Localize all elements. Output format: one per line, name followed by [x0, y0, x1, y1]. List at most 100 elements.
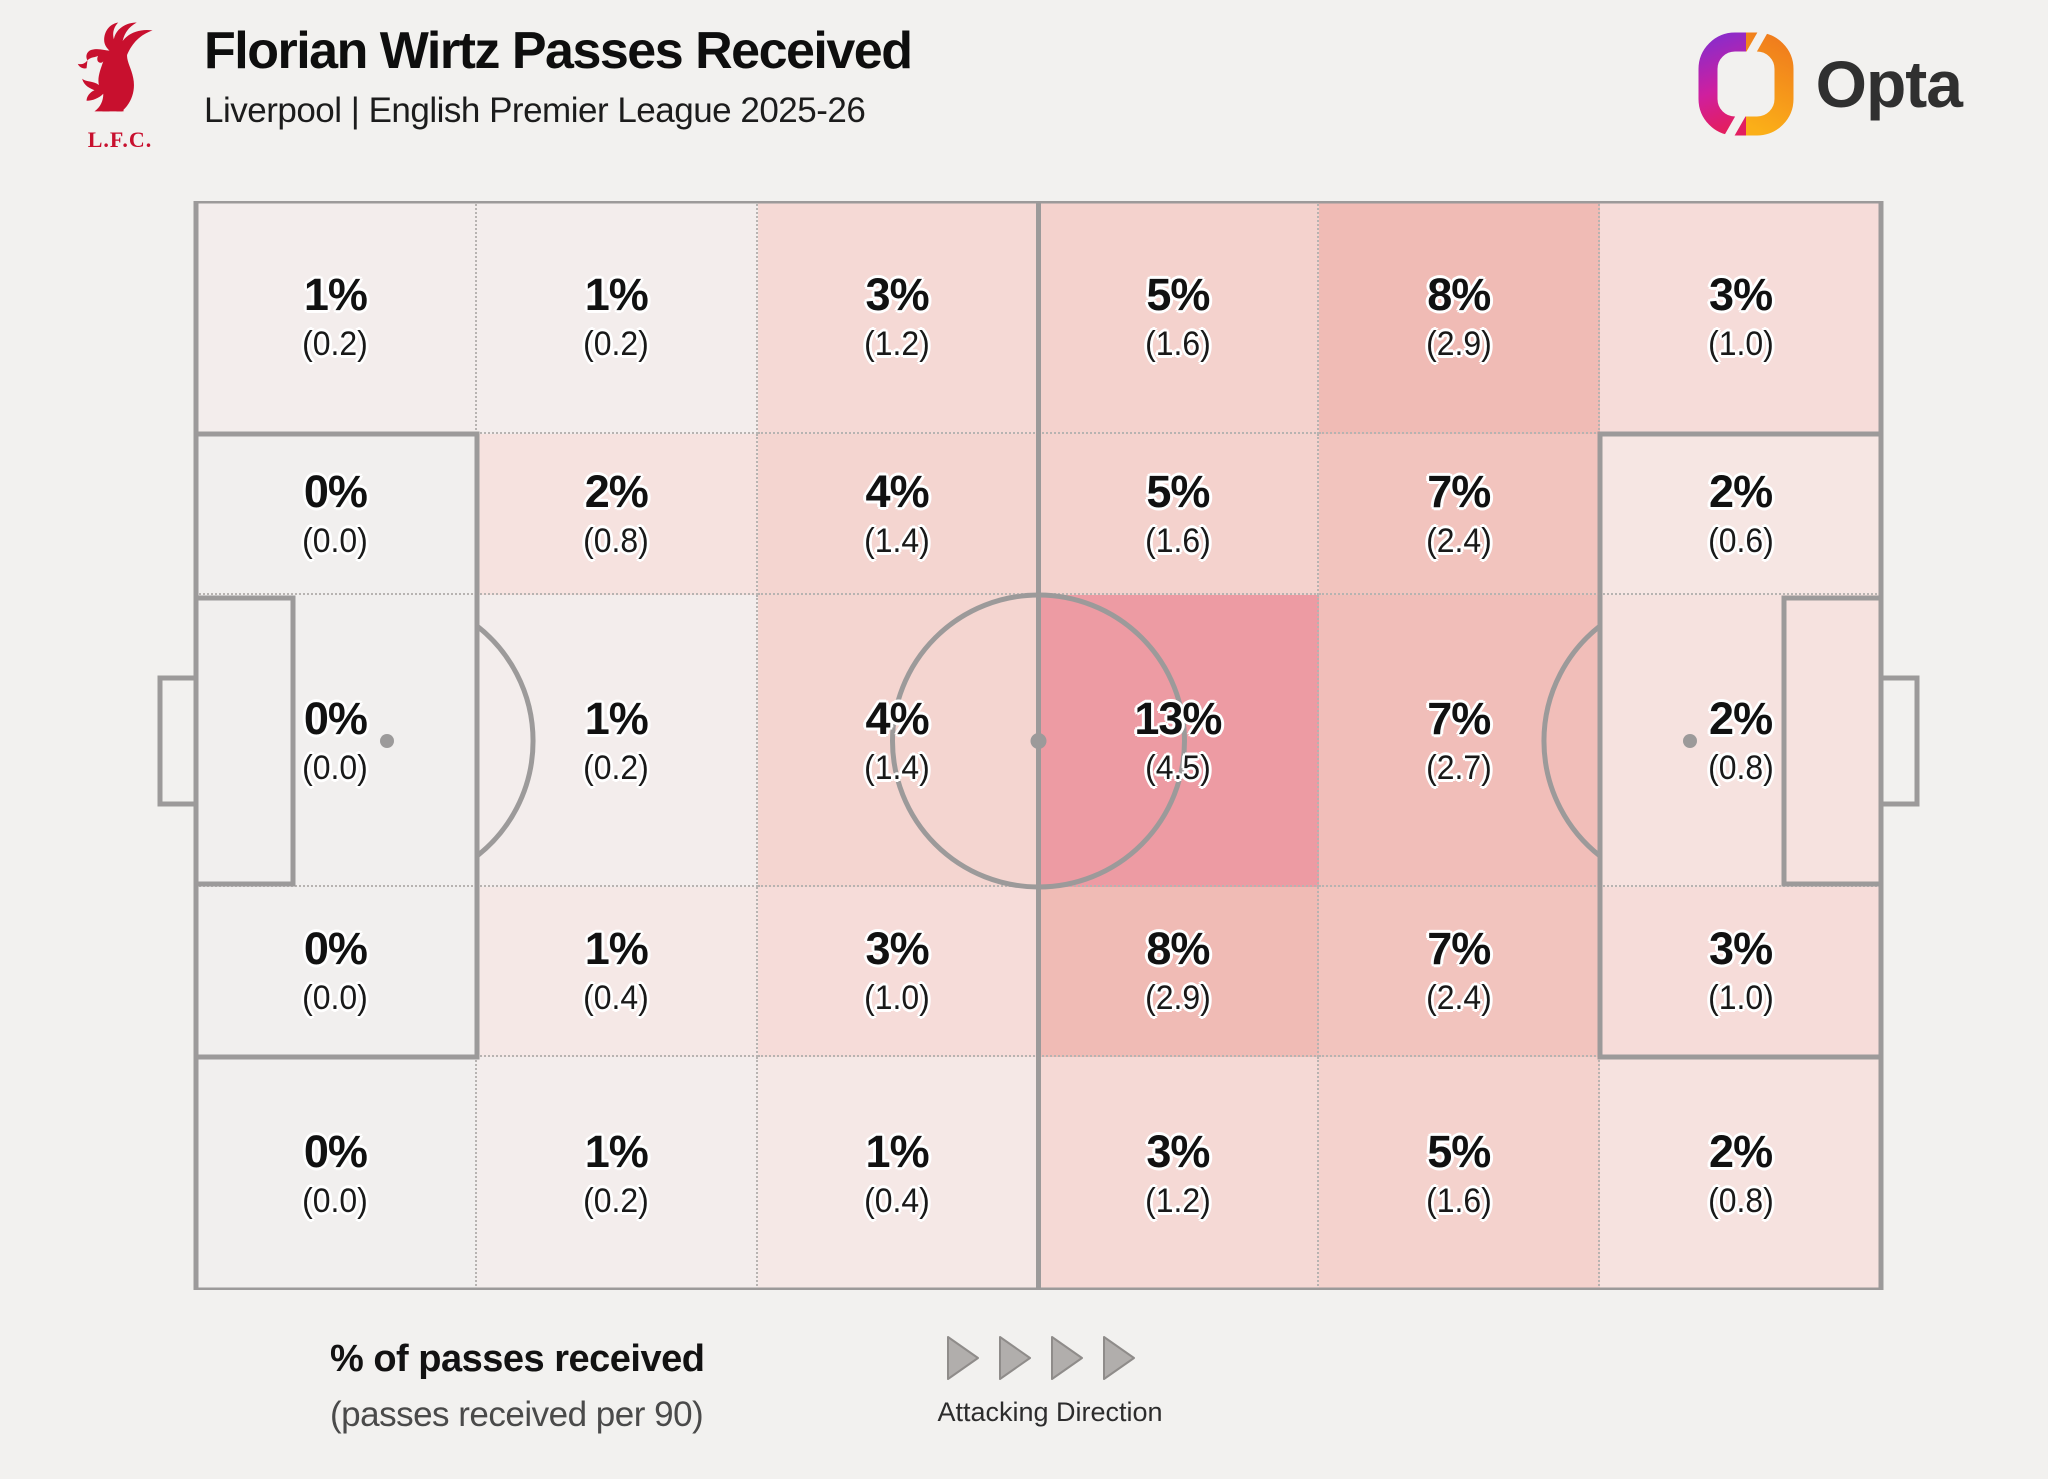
- pitch-zone-r4c5: 7% (2.4): [1319, 887, 1601, 1057]
- right-goal: [1878, 675, 1920, 807]
- zone-percent: 2%: [584, 466, 649, 518]
- zone-per90: (0.8): [1707, 748, 1774, 787]
- zone-percent: 3%: [1146, 1125, 1210, 1177]
- zone-percent: 4%: [865, 692, 930, 744]
- zone-percent: 3%: [865, 269, 930, 321]
- pitch-zone-r4c2: 1% (0.4): [476, 887, 758, 1057]
- pitch-zone-r1c4: 5% (1.6): [1038, 201, 1320, 435]
- zone-per90: (0.4): [864, 1181, 930, 1220]
- pitch-zone-r2c3: 4% (1.4): [757, 434, 1039, 596]
- zone-percent: 3%: [865, 923, 930, 975]
- pitch-zone-r1c6: 3% (1.0): [1600, 201, 1881, 435]
- zone-per90: (0.0): [302, 522, 369, 561]
- pitch-zone-r2c2: 2% (0.8): [476, 434, 758, 596]
- liver-bird-icon: [77, 22, 153, 112]
- zone-percent: 1%: [584, 923, 649, 975]
- zone-percent: 2%: [1709, 466, 1773, 518]
- pitch-zone-r5c6: 2% (0.8): [1600, 1056, 1881, 1290]
- opta-mark-icon: [1698, 32, 1794, 136]
- pitch-zone-r3c6: 2% (0.8): [1600, 595, 1881, 888]
- pitch-zone-r1c1: 1% (0.2): [196, 201, 477, 435]
- zone-per90: (2.4): [1425, 522, 1492, 561]
- zone-percent: 3%: [1709, 923, 1773, 975]
- zone-per90: (2.7): [1425, 748, 1492, 787]
- zone-per90: (1.4): [864, 748, 930, 787]
- zone-percent: 5%: [1146, 269, 1210, 321]
- zone-per90: (0.2): [583, 748, 650, 787]
- zone-percent: 8%: [1146, 923, 1210, 975]
- zone-per90: (1.0): [1707, 325, 1774, 364]
- zone-percent: 3%: [1709, 269, 1773, 321]
- zone-per90: (1.4): [864, 522, 930, 561]
- pitch-zone-r3c1: 0% (0.0): [196, 595, 477, 888]
- legend-primary: % of passes received: [330, 1338, 705, 1380]
- opta-wordmark: Opta: [1815, 47, 1963, 121]
- pitch-zone-r5c5: 5% (1.6): [1319, 1056, 1601, 1290]
- zone-per90: (2.9): [1145, 979, 1211, 1018]
- pitch-zone-r3c5: 7% (2.7): [1319, 595, 1601, 888]
- zone-per90: (0.4): [583, 979, 650, 1018]
- zone-percent: 5%: [1427, 1125, 1491, 1177]
- zone-percent: 0%: [303, 1125, 368, 1177]
- zone-percent: 4%: [865, 466, 930, 518]
- zone-per90: (0.8): [583, 522, 650, 561]
- zone-percent: 5%: [1146, 466, 1210, 518]
- zone-per90: (2.4): [1425, 979, 1492, 1018]
- pitch-zone-r1c2: 1% (0.2): [476, 201, 758, 435]
- zone-per90: (0.0): [302, 748, 369, 787]
- pitch-zone-r4c3: 3% (1.0): [757, 887, 1039, 1057]
- zone-per90: (0.2): [583, 325, 650, 364]
- pitch-zone-r4c4: 8% (2.9): [1038, 887, 1320, 1057]
- zone-per90: (0.0): [302, 979, 369, 1018]
- liverpool-crest: L.F.C.: [72, 20, 168, 153]
- zone-percent: 1%: [584, 692, 649, 744]
- pitch-zone-r5c4: 3% (1.2): [1038, 1056, 1320, 1290]
- pitch-heatmap: 1% (0.2) 1% (0.2) 3% (1.2) 5% (1.6) 8% (2.9) 3% (1.…: [157, 201, 1920, 1290]
- zone-percent: 1%: [303, 269, 368, 321]
- legend: % of passes received (passes received pe…: [330, 1338, 705, 1435]
- pitch-zone-r3c4: 13% (4.5): [1038, 595, 1320, 888]
- pitch-zone-r3c2: 1% (0.2): [476, 595, 758, 888]
- pitch-zone-r2c4: 5% (1.6): [1038, 434, 1320, 596]
- zone-per90: (2.9): [1425, 325, 1492, 364]
- zone-percent: 1%: [584, 1125, 649, 1177]
- zone-percent: 13%: [1134, 692, 1222, 744]
- zone-per90: (4.5): [1145, 748, 1211, 787]
- zone-per90: (0.2): [583, 1181, 650, 1220]
- zone-percent: 2%: [1709, 692, 1773, 744]
- attacking-direction-label: Attacking Direction: [937, 1397, 1163, 1427]
- zone-percent: 7%: [1427, 466, 1491, 518]
- lfc-badge-text: L.F.C.: [87, 127, 153, 152]
- attacking-direction-arrows-icon: [947, 1336, 1135, 1380]
- heatmap-grid: 1% (0.2) 1% (0.2) 3% (1.2) 5% (1.6) 8% (2.9) 3% (1.…: [196, 201, 1881, 1290]
- zone-percent: 1%: [584, 269, 649, 321]
- zone-percent: 8%: [1427, 269, 1491, 321]
- pitch-zone-r5c1: 0% (0.0): [196, 1056, 477, 1290]
- zone-per90: (1.0): [1707, 979, 1774, 1018]
- left-goal: [157, 675, 199, 807]
- pitch-zone-r2c1: 0% (0.0): [196, 434, 477, 596]
- pitch-zone-r5c3: 1% (0.4): [757, 1056, 1039, 1290]
- zone-per90: (1.2): [864, 325, 930, 364]
- zone-per90: (1.6): [1425, 1181, 1492, 1220]
- pitch-zone-r1c5: 8% (2.9): [1319, 201, 1601, 435]
- zone-per90: (1.6): [1145, 325, 1211, 364]
- pitch-zone-r1c3: 3% (1.2): [757, 201, 1039, 435]
- zone-percent: 7%: [1427, 692, 1491, 744]
- zone-percent: 1%: [865, 1125, 930, 1177]
- zone-per90: (1.6): [1145, 522, 1211, 561]
- pitch-zone-r4c6: 3% (1.0): [1600, 887, 1881, 1057]
- page-title: Florian Wirtz Passes Received: [204, 22, 913, 80]
- zone-percent: 0%: [303, 923, 368, 975]
- pitch-zone-r3c3: 4% (1.4): [757, 595, 1039, 888]
- zone-per90: (0.2): [302, 325, 369, 364]
- legend-secondary: (passes received per 90): [330, 1395, 704, 1434]
- pitch-zone-r2c6: 2% (0.6): [1600, 434, 1881, 596]
- zone-per90: (1.2): [1145, 1181, 1211, 1220]
- pitch-zone-r5c2: 1% (0.2): [476, 1056, 758, 1290]
- attacking-direction: Attacking Direction: [905, 1334, 1195, 1428]
- zone-per90: (0.6): [1707, 522, 1774, 561]
- zone-per90: (0.0): [302, 1181, 369, 1220]
- zone-percent: 7%: [1427, 923, 1491, 975]
- zone-percent: 0%: [303, 466, 368, 518]
